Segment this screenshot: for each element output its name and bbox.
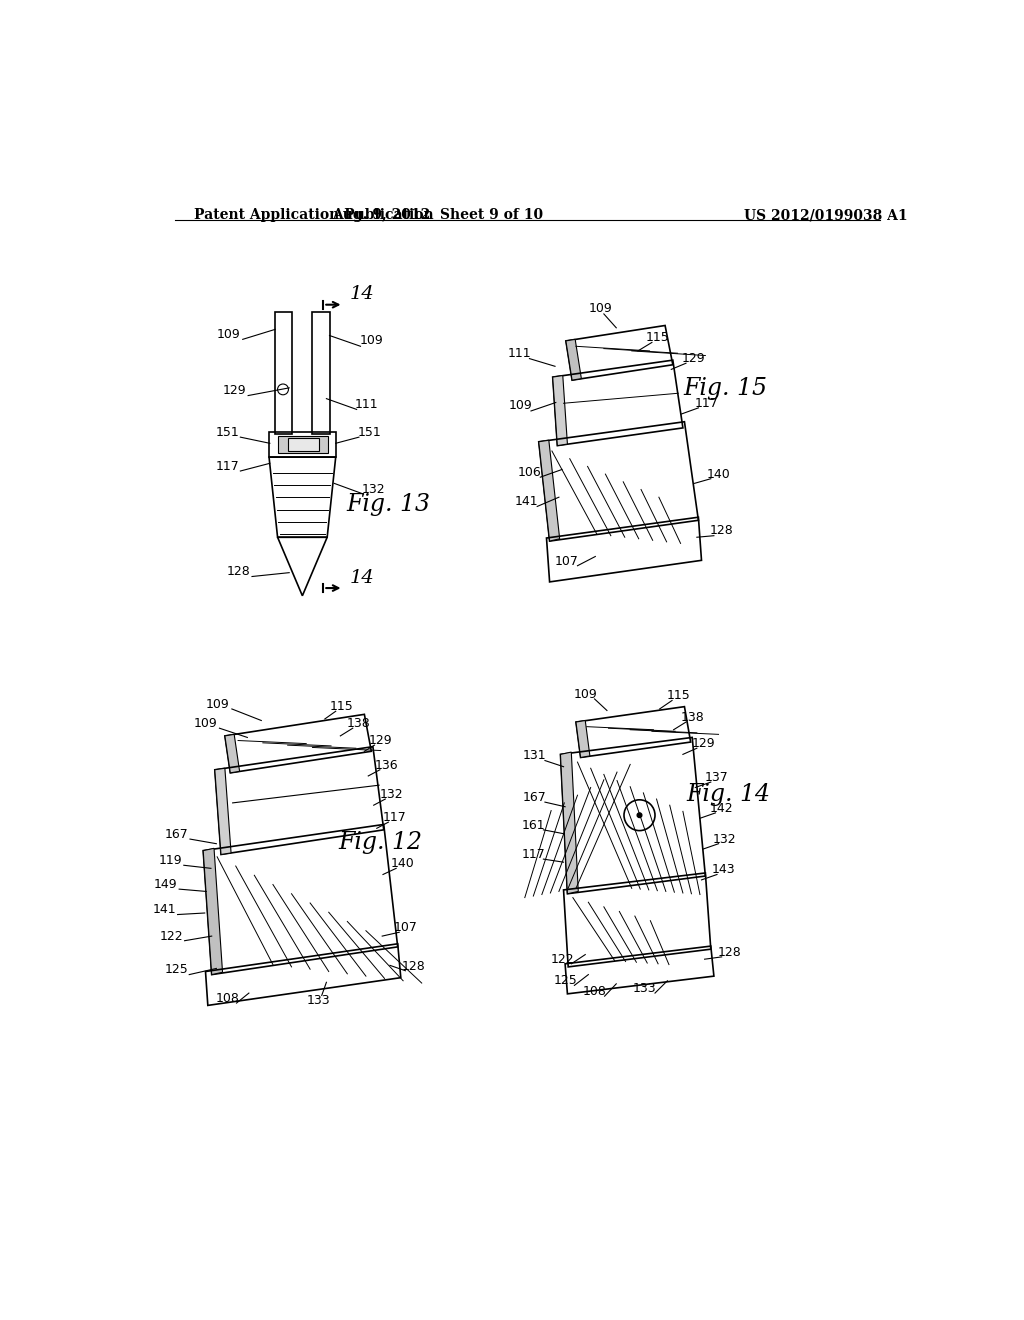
Polygon shape	[553, 376, 567, 446]
Text: 109: 109	[574, 688, 598, 701]
Text: 128: 128	[401, 960, 425, 973]
Text: 108: 108	[583, 985, 606, 998]
Text: 128: 128	[710, 524, 733, 537]
Text: 129: 129	[369, 734, 392, 747]
Polygon shape	[575, 721, 590, 758]
Text: 125: 125	[553, 974, 577, 987]
Text: 109: 109	[509, 399, 532, 412]
Text: 129: 129	[682, 352, 706, 366]
Text: 138: 138	[347, 717, 371, 730]
Text: 111: 111	[508, 347, 531, 360]
Text: US 2012/0199038 A1: US 2012/0199038 A1	[743, 209, 907, 223]
Text: 167: 167	[523, 791, 547, 804]
Text: 125: 125	[164, 964, 188, 977]
Text: 128: 128	[227, 565, 251, 578]
Text: 138: 138	[680, 711, 705, 723]
Text: 131: 131	[523, 750, 547, 763]
Text: 129: 129	[691, 737, 715, 750]
Text: 117: 117	[216, 459, 240, 473]
Text: 133: 133	[633, 982, 656, 995]
Text: Fig. 15: Fig. 15	[683, 376, 767, 400]
Text: 117: 117	[383, 810, 407, 824]
Text: 161: 161	[521, 818, 545, 832]
Text: 109: 109	[206, 698, 229, 711]
Text: 119: 119	[159, 854, 182, 867]
Text: 167: 167	[165, 828, 188, 841]
Polygon shape	[225, 734, 240, 774]
Text: 140: 140	[707, 467, 730, 480]
Text: 137: 137	[706, 771, 729, 784]
Text: 128: 128	[718, 945, 741, 958]
Polygon shape	[215, 768, 231, 854]
Polygon shape	[566, 339, 582, 380]
Text: 141: 141	[153, 903, 176, 916]
Text: 109: 109	[359, 334, 383, 347]
Text: 117: 117	[521, 847, 545, 861]
Text: 106: 106	[517, 466, 542, 479]
Text: 143: 143	[712, 863, 735, 876]
Text: 117: 117	[694, 397, 718, 409]
Polygon shape	[288, 438, 318, 451]
Text: 109: 109	[194, 717, 217, 730]
Text: Aug. 9, 2012  Sheet 9 of 10: Aug. 9, 2012 Sheet 9 of 10	[333, 209, 544, 223]
Circle shape	[637, 813, 642, 817]
Text: 133: 133	[307, 994, 331, 1007]
Text: 14: 14	[349, 285, 375, 304]
Text: 109: 109	[217, 329, 241, 342]
Text: 142: 142	[710, 801, 733, 814]
Text: 129: 129	[223, 384, 247, 397]
Text: 141: 141	[514, 495, 539, 508]
Text: 132: 132	[361, 483, 385, 496]
Text: 151: 151	[216, 426, 240, 440]
Text: 140: 140	[390, 857, 415, 870]
Text: Fig. 14: Fig. 14	[686, 783, 770, 807]
Text: 109: 109	[589, 302, 612, 315]
Text: 107: 107	[393, 921, 418, 935]
Text: 132: 132	[713, 833, 736, 846]
Polygon shape	[539, 441, 560, 541]
Text: 111: 111	[355, 397, 379, 411]
Polygon shape	[560, 752, 579, 894]
Text: Fig. 13: Fig. 13	[346, 494, 430, 516]
Text: Patent Application Publication: Patent Application Publication	[194, 209, 433, 223]
Text: 14: 14	[349, 569, 375, 586]
Text: 132: 132	[380, 788, 403, 801]
Polygon shape	[203, 849, 222, 974]
Text: 107: 107	[555, 554, 579, 568]
Text: 115: 115	[330, 700, 353, 713]
Text: 149: 149	[155, 878, 178, 891]
Text: 151: 151	[358, 426, 382, 440]
Text: 115: 115	[645, 331, 670, 345]
Text: Fig. 12: Fig. 12	[339, 832, 423, 854]
Text: 108: 108	[215, 991, 240, 1005]
Text: 136: 136	[374, 759, 398, 772]
Polygon shape	[278, 436, 328, 453]
Text: 122: 122	[550, 953, 573, 966]
Text: 115: 115	[667, 689, 690, 702]
Text: 122: 122	[160, 929, 183, 942]
